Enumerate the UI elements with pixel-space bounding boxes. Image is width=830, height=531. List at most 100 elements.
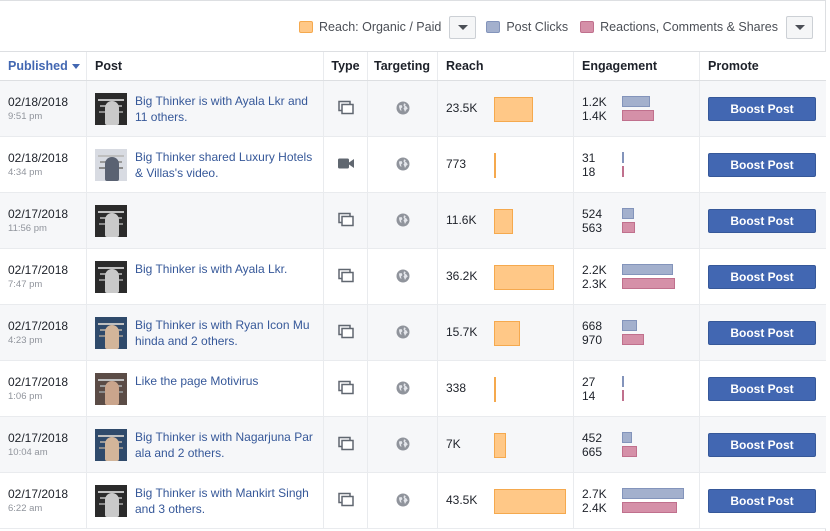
reach-cell: 15.7K [438, 305, 574, 360]
post-link[interactable]: Big Thinker is with Ayala Lkr. [135, 262, 288, 276]
post-link[interactable]: Big Thinker is with Ayala Lkr and 11 oth… [135, 94, 308, 124]
promote-cell: Boost Post [700, 193, 826, 248]
column-targeting-label: Targeting [374, 59, 431, 73]
column-reach: Reach [438, 52, 574, 80]
reactions-value: 970 [582, 333, 603, 347]
post-thumbnail[interactable] [95, 93, 127, 125]
reach-swatch [299, 21, 314, 33]
engagement-metric-dropdown[interactable] [786, 15, 813, 39]
reach-value: 23.5K [446, 101, 478, 115]
legend-reach-label: Reach: Organic / Paid [319, 20, 442, 34]
targeting-cell [368, 137, 438, 192]
reach-bar [494, 489, 566, 514]
post-thumbnail[interactable] [95, 317, 127, 349]
reactions-bar [622, 278, 675, 289]
reach-bar [494, 153, 496, 178]
engagement-cell: 27 14 [574, 361, 700, 416]
photo-icon [337, 324, 354, 341]
post-date: 02/18/2018 [8, 151, 69, 165]
boost-post-button[interactable]: Boost Post [708, 265, 816, 289]
table-header: Published Post Type Targeting Reach Enga… [0, 51, 826, 81]
boost-post-button[interactable]: Boost Post [708, 153, 816, 177]
post-link[interactable]: Big Thinker shared Luxury Hotels & Villa… [135, 150, 313, 180]
reach-value: 338 [446, 381, 467, 395]
post-link[interactable]: Big Thinker is with Ryan Icon Mu hinda a… [135, 318, 310, 348]
reactions-bar [622, 166, 624, 177]
promote-cell: Boost Post [700, 417, 826, 472]
post-thumbnail[interactable] [95, 429, 127, 461]
boost-post-button[interactable]: Boost Post [708, 97, 816, 121]
globe-icon [396, 213, 410, 230]
clicks-swatch [486, 21, 501, 33]
column-promote-label: Promote [708, 59, 759, 73]
post-clicks-value: 2.2K [582, 263, 607, 277]
reactions-value: 563 [582, 221, 603, 235]
post-link[interactable]: Big Thinker is with Mankirt Singh and 3 … [135, 486, 309, 516]
post-thumbnail[interactable] [95, 373, 127, 405]
type-cell [324, 361, 368, 416]
reactions-swatch [580, 21, 595, 33]
globe-icon [396, 157, 410, 174]
post-link[interactable]: Like the page Motivirus [135, 374, 259, 388]
post-clicks-bar [622, 376, 624, 387]
column-type: Type [324, 52, 368, 80]
reach-bar [494, 321, 520, 346]
reactions-value: 665 [582, 445, 603, 459]
post-cell: Big Thinker is with Nagarjuna Par ala an… [87, 417, 324, 472]
boost-post-button[interactable]: Boost Post [708, 321, 816, 345]
reach-value: 15.7K [446, 325, 478, 339]
published-cell: 02/17/2018 11:56 pm [0, 193, 87, 248]
type-cell [324, 193, 368, 248]
column-targeting: Targeting [368, 52, 438, 80]
post-clicks-value: 668 [582, 319, 603, 333]
targeting-cell [368, 81, 438, 136]
boost-post-button[interactable]: Boost Post [708, 209, 816, 233]
post-date: 02/17/2018 [8, 487, 69, 501]
globe-icon [396, 493, 410, 510]
targeting-cell [368, 305, 438, 360]
reactions-value: 2.4K [582, 501, 607, 515]
published-cell: 02/17/2018 7:47 pm [0, 249, 87, 304]
post-time: 4:34 pm [8, 167, 43, 178]
legend-reach: Reach: Organic / Paid [299, 20, 441, 34]
post-date: 02/18/2018 [8, 95, 69, 109]
globe-icon [396, 437, 410, 454]
column-post: Post [87, 52, 324, 80]
engagement-cell: 2.7K 2.4K [574, 473, 700, 528]
reach-metric-dropdown[interactable] [449, 15, 477, 39]
column-engagement: Engagement [574, 52, 700, 80]
post-date: 02/17/2018 [8, 207, 69, 221]
reach-cell: 43.5K [438, 473, 574, 528]
reach-cell: 773 [438, 137, 574, 192]
published-cell: 02/17/2018 6:22 am [0, 473, 87, 528]
reach-bar [494, 377, 496, 402]
post-thumbnail[interactable] [95, 485, 127, 517]
chevron-down-icon [794, 24, 805, 30]
post-time: 4:23 pm [8, 335, 43, 346]
boost-post-button[interactable]: Boost Post [708, 377, 816, 401]
post-date: 02/17/2018 [8, 319, 69, 333]
column-type-label: Type [331, 59, 360, 73]
post-date: 02/17/2018 [8, 263, 69, 277]
targeting-cell [368, 361, 438, 416]
promote-cell: Boost Post [700, 305, 826, 360]
type-cell [324, 81, 368, 136]
type-cell [324, 137, 368, 192]
column-published[interactable]: Published [0, 52, 87, 80]
boost-post-button[interactable]: Boost Post [708, 433, 816, 457]
post-thumbnail[interactable] [95, 261, 127, 293]
boost-post-button[interactable]: Boost Post [708, 489, 816, 513]
promote-cell: Boost Post [700, 249, 826, 304]
post-clicks-value: 524 [582, 207, 603, 221]
post-thumbnail[interactable] [95, 205, 127, 237]
reactions-bar [622, 334, 644, 345]
chevron-down-icon [457, 24, 468, 30]
table-body: 02/18/2018 9:51 pm Big Thinker is with A… [0, 81, 826, 529]
post-thumbnail[interactable] [95, 149, 127, 181]
post-link[interactable]: Big Thinker is with Nagarjuna Par ala an… [135, 430, 313, 460]
reach-value: 36.2K [446, 269, 478, 283]
reach-value: 43.5K [446, 493, 478, 507]
globe-icon [396, 269, 410, 286]
post-clicks-value: 452 [582, 431, 603, 445]
post-time: 6:22 am [8, 503, 43, 514]
